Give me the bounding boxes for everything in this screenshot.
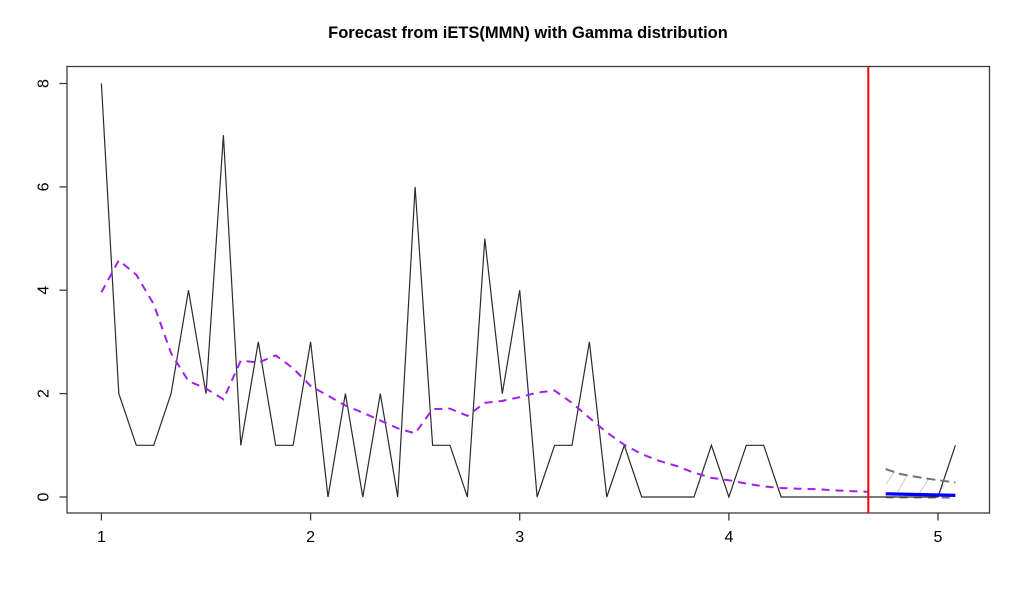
svg-text:5: 5 — [934, 529, 943, 546]
svg-text:4: 4 — [724, 529, 733, 546]
svg-text:3: 3 — [515, 529, 524, 546]
svg-text:0: 0 — [35, 492, 52, 501]
svg-text:2: 2 — [306, 529, 315, 546]
svg-text:6: 6 — [35, 182, 52, 191]
svg-text:1: 1 — [97, 529, 106, 546]
svg-text:2: 2 — [35, 389, 52, 398]
svg-text:8: 8 — [35, 79, 52, 88]
svg-text:Forecast from iETS(MMN) with G: Forecast from iETS(MMN) with Gamma distr… — [328, 24, 728, 42]
svg-text:4: 4 — [35, 286, 52, 295]
